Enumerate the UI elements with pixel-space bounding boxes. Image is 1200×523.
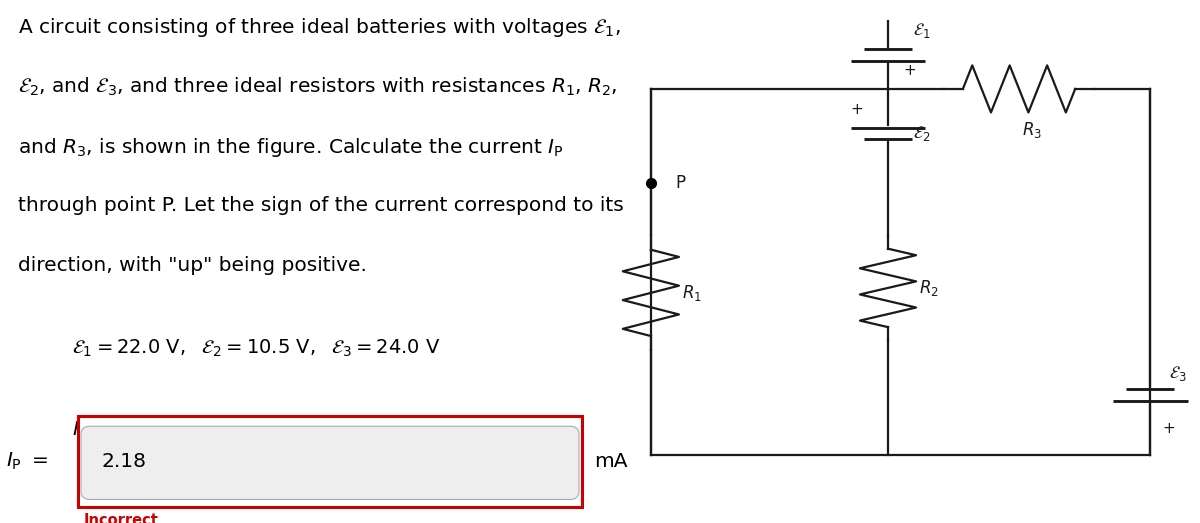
Text: $R_1$: $R_1$ (682, 283, 702, 303)
FancyBboxPatch shape (82, 426, 580, 499)
Text: +: + (851, 103, 863, 117)
Text: through point P. Let the sign of the current correspond to its: through point P. Let the sign of the cur… (18, 196, 624, 215)
Text: mA: mA (594, 452, 628, 471)
Text: $\mathcal{E}_2$: $\mathcal{E}_2$ (913, 124, 930, 143)
Text: $R_2$: $R_2$ (919, 278, 940, 298)
Text: +: + (1163, 422, 1175, 436)
Text: $I_\mathrm{P}\ =$: $I_\mathrm{P}\ =$ (6, 451, 48, 472)
Text: +: + (904, 63, 917, 78)
Text: $\mathcal{E}_3$: $\mathcal{E}_3$ (1169, 365, 1187, 383)
Text: direction, with "up" being positive.: direction, with "up" being positive. (18, 256, 367, 275)
Text: A circuit consisting of three ideal batteries with voltages $\mathcal{E}_1$,: A circuit consisting of three ideal batt… (18, 16, 620, 39)
Text: $\mathcal{E}_2$, and $\mathcal{E}_3$, and three ideal resistors with resistances: $\mathcal{E}_2$, and $\mathcal{E}_3$, an… (18, 76, 618, 98)
Text: 2.18: 2.18 (102, 452, 148, 471)
Text: P: P (676, 174, 686, 192)
Text: Incorrect: Incorrect (84, 513, 158, 523)
Text: and $R_3$, is shown in the figure. Calculate the current $I_\mathrm{P}$: and $R_3$, is shown in the figure. Calcu… (18, 136, 564, 159)
Text: $R_1 = 4.30\ \mathrm{k\Omega},\ \ R_2 = 19.0\ \mathrm{k\Omega},\ \ R_3 = 7.00\ \: $R_1 = 4.30\ \mathrm{k\Omega},\ \ R_2 = … (72, 418, 486, 441)
Text: $\mathcal{E}_1$: $\mathcal{E}_1$ (913, 21, 931, 40)
FancyBboxPatch shape (78, 416, 582, 507)
Text: $R_3$: $R_3$ (1021, 120, 1042, 140)
Text: $\mathcal{E}_1 = 22.0\ \mathrm{V},\ \ \mathcal{E}_2 = 10.5\ \mathrm{V},\ \ \math: $\mathcal{E}_1 = 22.0\ \mathrm{V},\ \ \m… (72, 337, 440, 359)
